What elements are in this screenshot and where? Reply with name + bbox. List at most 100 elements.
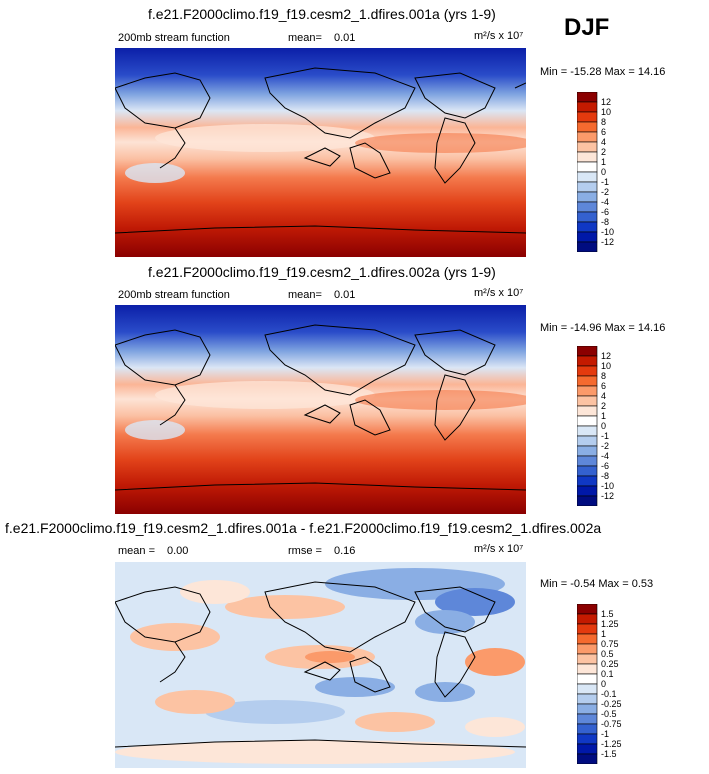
colorbar-swatch — [577, 495, 598, 506]
colorbar-tick-label: 1 — [601, 629, 606, 639]
colorbar-tick-label: -10 — [601, 227, 614, 237]
colorbar-tick-label: 0.75 — [601, 639, 619, 649]
colorbar-swatch — [577, 673, 598, 685]
panel-1-map — [115, 48, 526, 257]
colorbar-swatch — [577, 643, 598, 655]
panel-3-mean-value: 0.00 — [167, 545, 189, 557]
colorbar-swatch — [577, 723, 598, 735]
panel-2-units: m²/s x 10⁷ — [474, 287, 524, 299]
colorbar-swatch — [577, 231, 598, 243]
colorbar-swatch — [577, 693, 598, 705]
panel-3-min-max: Min = -0.54 Max = 0.53 — [540, 578, 654, 590]
colorbar-swatch — [577, 663, 598, 675]
panel-3-colorbar-swatches — [577, 604, 598, 764]
colorbar-tick-label: -0.25 — [601, 699, 622, 709]
colorbar-tick-label: -6 — [601, 461, 609, 471]
colorbar-tick-label: 0 — [601, 679, 606, 689]
colorbar-swatch — [577, 355, 598, 367]
colorbar-tick-label: 12 — [601, 351, 611, 361]
colorbar-swatch — [577, 743, 598, 755]
panel-3-colorbar-labels: 1.51.2510.750.50.250.10-0.1-0.25-0.5-0.7… — [601, 609, 622, 759]
panel-3-rmse-label: rmse = — [288, 545, 322, 557]
colorbar-swatch — [577, 435, 598, 447]
panel-2-mean-label: mean= — [288, 289, 322, 301]
panel-2-colorbar-swatches — [577, 346, 598, 506]
colorbar-tick-label: 10 — [601, 361, 611, 371]
panel-3-coastlines — [115, 581, 526, 748]
colorbar-tick-label: -6 — [601, 207, 609, 217]
colorbar-swatch — [577, 365, 598, 377]
colorbar-swatch — [577, 475, 598, 487]
colorbar-swatch — [577, 604, 598, 615]
colorbar-swatch — [577, 92, 598, 103]
colorbar-swatch — [577, 141, 598, 153]
colorbar-swatch — [577, 346, 598, 357]
colorbar-swatch — [577, 385, 598, 397]
panel-2-variable-label: 200mb stream function — [118, 289, 230, 301]
colorbar-swatch — [577, 713, 598, 725]
colorbar-tick-label: 12 — [601, 97, 611, 107]
colorbar-tick-label: 1 — [601, 411, 606, 421]
colorbar-tick-label: 8 — [601, 117, 606, 127]
colorbar-tick-label: 4 — [601, 391, 606, 401]
panel-1-mean-label: mean= — [288, 32, 322, 44]
colorbar-tick-label: -0.5 — [601, 709, 617, 719]
colorbar-swatch — [577, 131, 598, 143]
colorbar-swatch — [577, 425, 598, 437]
panel-2-blob-cool — [125, 420, 185, 440]
panel-2-min-max: Min = -14.96 Max = 14.16 — [540, 322, 666, 334]
colorbar-tick-label: -0.1 — [601, 689, 617, 699]
colorbar-swatch — [577, 465, 598, 477]
colorbar-swatch — [577, 683, 598, 695]
panel-1-units: m²/s x 10⁷ — [474, 30, 524, 42]
colorbar-swatch — [577, 415, 598, 427]
colorbar-tick-label: -1.5 — [601, 749, 617, 759]
colorbar-tick-label: -4 — [601, 197, 609, 207]
panel-2-band-warm — [355, 390, 526, 410]
colorbar-tick-label: -8 — [601, 471, 609, 481]
panel-1-title: f.e21.F2000climo.f19_f19.cesm2_1.dfires.… — [148, 6, 496, 22]
colorbar-swatch — [577, 753, 598, 764]
panel-1-variable-label: 200mb stream function — [118, 32, 230, 44]
colorbar-tick-label: 2 — [601, 147, 606, 157]
colorbar-tick-label: -10 — [601, 481, 614, 491]
panel-2-coastlines — [115, 324, 526, 491]
colorbar-tick-label: 1.5 — [601, 609, 614, 619]
colorbar-swatch — [577, 445, 598, 457]
colorbar-tick-label: 6 — [601, 381, 606, 391]
colorbar-tick-label: 0 — [601, 421, 606, 431]
panel-3-title: f.e21.F2000climo.f19_f19.cesm2_1.dfires.… — [5, 520, 602, 536]
panel-2-band-light — [155, 381, 375, 409]
colorbar-tick-label: 4 — [601, 137, 606, 147]
colorbar-swatch — [577, 733, 598, 745]
colorbar-tick-label: 2 — [601, 401, 606, 411]
colorbar-swatch — [577, 241, 598, 252]
colorbar-tick-label: -4 — [601, 451, 609, 461]
colorbar-tick-label: 8 — [601, 371, 606, 381]
colorbar-tick-label: 6 — [601, 127, 606, 137]
colorbar-swatch — [577, 395, 598, 407]
colorbar-tick-label: -1.25 — [601, 739, 622, 749]
panel-3-rmse-value: 0.16 — [334, 545, 356, 557]
panel-1-band-light — [155, 124, 375, 152]
colorbar-tick-label: -12 — [601, 237, 614, 247]
colorbar-tick-label: -1 — [601, 729, 609, 739]
colorbar-tick-label: 10 — [601, 107, 611, 117]
panel-3-mean-label: mean = — [118, 545, 155, 557]
panel-1-blob-cool — [125, 163, 185, 183]
colorbar-tick-label: -2 — [601, 441, 609, 451]
panel-3-map — [115, 562, 526, 768]
colorbar-tick-label: 1 — [601, 157, 606, 167]
colorbar-swatch — [577, 653, 598, 665]
season-label: DJF — [564, 14, 610, 41]
colorbar-tick-label: -12 — [601, 491, 614, 501]
colorbar-tick-label: 0 — [601, 167, 606, 177]
colorbar-swatch — [577, 375, 598, 387]
panel-2-title: f.e21.F2000climo.f19_f19.cesm2_1.dfires.… — [148, 264, 496, 280]
colorbar-swatch — [577, 211, 598, 223]
colorbar-tick-label: 0.5 — [601, 649, 614, 659]
colorbar-swatch — [577, 455, 598, 467]
panel-1-min-max: Min = -15.28 Max = 14.16 — [540, 66, 666, 78]
colorbar-tick-label: 0.25 — [601, 659, 619, 669]
